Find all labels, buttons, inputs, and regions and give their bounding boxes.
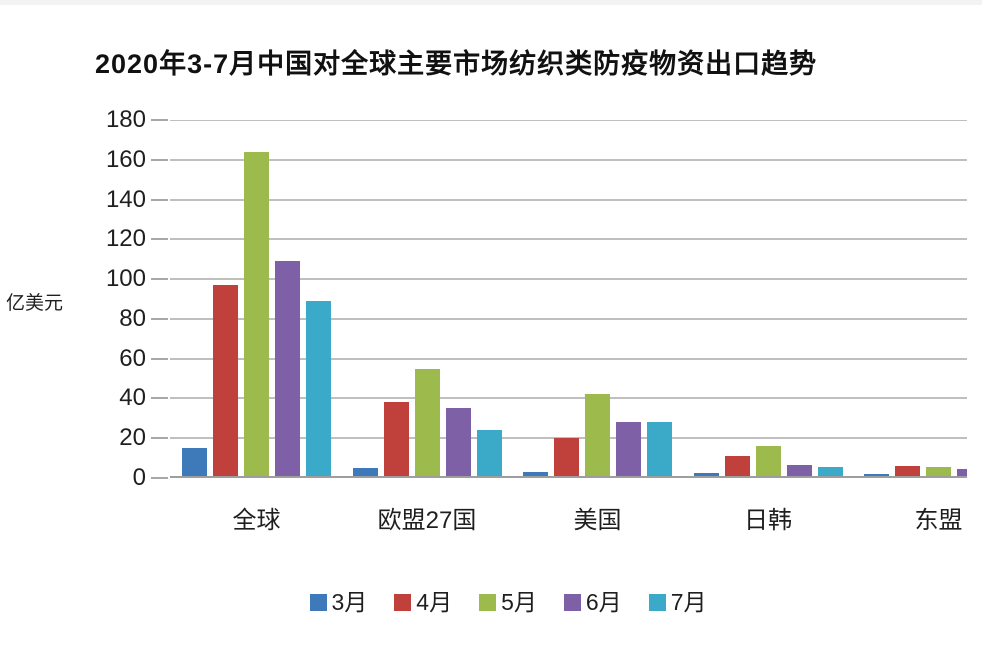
x-category-label-4: 东盟 — [914, 507, 963, 534]
gridline-40 — [170, 397, 967, 400]
y-tick-mark-140 — [151, 198, 168, 201]
bar-s2-c0 — [244, 151, 269, 476]
y-tick-label-120: 120 — [105, 225, 146, 253]
legend-item-2: 5月 — [479, 589, 537, 615]
gridline-80 — [170, 317, 967, 320]
x-axis-baseline — [170, 476, 967, 478]
y-tick-label-180: 180 — [105, 106, 146, 133]
x-axis-category-labels: 全球 欧盟27国 美国 日韩 东盟 — [0, 500, 982, 536]
bar-s4-c1 — [476, 430, 502, 476]
y-tick-label-160: 160 — [105, 145, 146, 173]
bar-s3-c2 — [616, 422, 641, 476]
bar-s0-c2 — [523, 472, 548, 476]
bar-s3-c4 — [957, 469, 967, 476]
y-tick-mark-40 — [151, 397, 168, 400]
gridline-120 — [170, 238, 967, 241]
y-tick-mark-20 — [151, 437, 168, 440]
y-tick-mark-120 — [151, 238, 168, 241]
legend-label-0: 3月 — [331, 589, 368, 615]
bar-s2-c2 — [585, 394, 610, 476]
bar-s1-c2 — [554, 438, 579, 476]
bar-s0-c1 — [352, 468, 378, 476]
bar-s0-c4 — [864, 474, 889, 476]
gridline-160 — [170, 158, 967, 161]
bar-s4-c0 — [306, 300, 331, 476]
bar-s3-c1 — [445, 408, 471, 476]
bar-s2-c4 — [926, 467, 951, 476]
legend-label-3: 6月 — [585, 589, 622, 615]
bar-s2-c3 — [755, 446, 781, 476]
bar-s1-c0 — [213, 285, 238, 476]
y-tick-mark-0 — [151, 477, 168, 479]
chart-title: 2020年3-7月中国对全球主要市场纺织类防疫物资出口趋势 — [95, 49, 818, 79]
chart-legend: 3月 4月 5月 6月 7月 — [17, 589, 982, 615]
y-axis-title: 亿美元 — [6, 293, 64, 314]
x-category-label-2: 美国 — [573, 507, 622, 534]
legend-item-1: 4月 — [394, 589, 452, 615]
bar-s3-c0 — [275, 261, 300, 476]
legend-swatch-0 — [309, 593, 327, 611]
y-tick-label-60: 60 — [119, 344, 146, 372]
bar-s1-c4 — [895, 466, 920, 476]
y-tick-mark-180 — [151, 119, 168, 121]
bar-s3-c3 — [786, 465, 812, 476]
bar-s0-c0 — [182, 448, 207, 476]
legend-swatch-2 — [479, 593, 497, 611]
legend-swatch-4 — [648, 593, 666, 611]
bar-s1-c3 — [724, 456, 750, 476]
bar-s1-c1 — [383, 402, 409, 476]
gridline-140 — [170, 198, 967, 201]
y-tick-label-40: 40 — [119, 384, 146, 412]
plot-area — [170, 120, 967, 478]
y-tick-mark-60 — [151, 357, 168, 360]
x-category-label-3: 日韩 — [744, 507, 792, 534]
legend-item-0: 3月 — [309, 589, 368, 615]
legend-swatch-3 — [563, 593, 581, 611]
x-category-label-0: 全球 — [232, 507, 281, 534]
bar-s4-c2 — [647, 422, 672, 476]
x-category-label-1: 欧盟27国 — [377, 507, 477, 534]
y-tick-label-20: 20 — [119, 424, 146, 452]
y-tick-mark-160 — [151, 158, 168, 161]
legend-label-1: 4月 — [416, 589, 453, 615]
y-tick-label-100: 100 — [105, 265, 146, 293]
bar-s4-c3 — [817, 467, 843, 476]
y-tick-mark-100 — [151, 278, 168, 281]
y-tick-label-80: 80 — [119, 304, 146, 332]
gridline-180 — [170, 120, 967, 121]
y-axis-tick-labels: 0 20 40 60 80 100 120 140 160 180 — [80, 108, 146, 490]
legend-label-2: 5月 — [501, 589, 537, 615]
legend-label-4: 7月 — [670, 589, 707, 615]
y-tick-label-140: 140 — [105, 185, 146, 213]
y-tick-label-0: 0 — [132, 464, 146, 491]
bar-s2-c1 — [414, 368, 440, 476]
y-axis-tick-marks — [151, 119, 168, 479]
legend-item-3: 6月 — [563, 589, 622, 615]
y-tick-mark-80 — [151, 317, 168, 320]
gridline-100 — [170, 278, 967, 281]
gridline-60 — [170, 357, 967, 360]
bar-s0-c3 — [693, 473, 719, 476]
window-top-edge — [0, 0, 982, 5]
legend-swatch-1 — [394, 593, 412, 611]
legend-item-4: 7月 — [648, 589, 707, 615]
